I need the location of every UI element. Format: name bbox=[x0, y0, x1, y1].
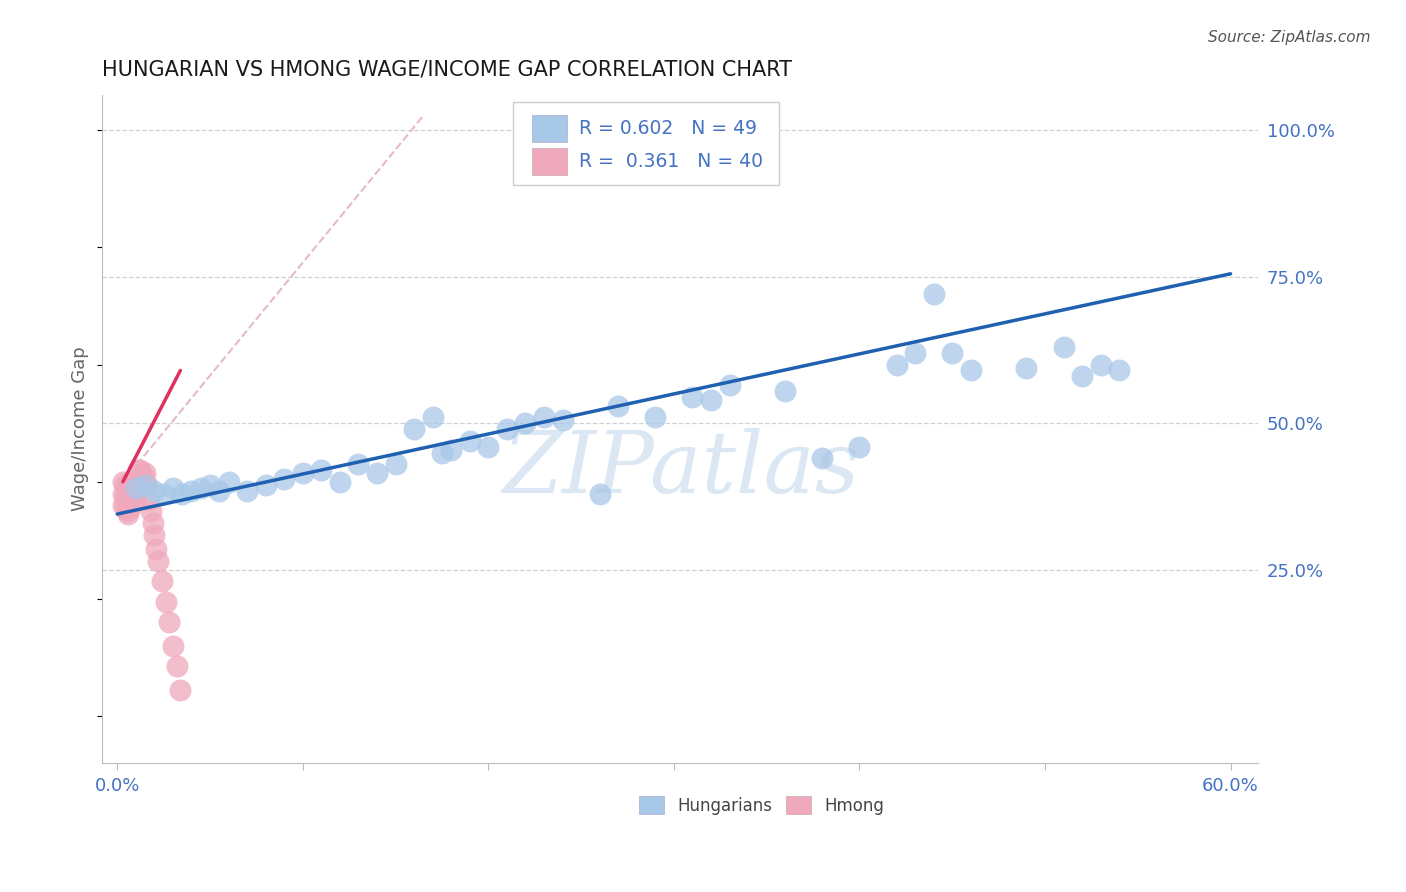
Point bbox=[131, 472, 153, 486]
Point bbox=[150, 574, 173, 589]
Point bbox=[422, 410, 444, 425]
Point bbox=[811, 451, 834, 466]
Point bbox=[134, 466, 156, 480]
Point bbox=[122, 495, 145, 509]
Point bbox=[208, 483, 231, 498]
Point bbox=[141, 516, 163, 530]
Point bbox=[152, 486, 174, 500]
FancyBboxPatch shape bbox=[533, 115, 567, 142]
Point bbox=[1071, 369, 1094, 384]
Point bbox=[138, 492, 160, 507]
Point bbox=[114, 490, 136, 504]
Point bbox=[155, 595, 177, 609]
Point bbox=[848, 440, 870, 454]
Point bbox=[139, 504, 162, 518]
Point bbox=[114, 501, 136, 516]
Point bbox=[146, 554, 169, 568]
Point bbox=[111, 475, 134, 489]
Point bbox=[311, 463, 333, 477]
Point bbox=[143, 527, 166, 541]
Point bbox=[121, 475, 143, 489]
Text: Source: ZipAtlas.com: Source: ZipAtlas.com bbox=[1208, 30, 1371, 45]
Point bbox=[172, 486, 194, 500]
Point bbox=[115, 504, 138, 518]
Point bbox=[430, 445, 453, 459]
Point bbox=[115, 492, 138, 507]
Point bbox=[533, 410, 555, 425]
Point bbox=[515, 416, 537, 430]
Point bbox=[886, 358, 908, 372]
Point bbox=[273, 472, 295, 486]
Text: HUNGARIAN VS HMONG WAGE/INCOME GAP CORRELATION CHART: HUNGARIAN VS HMONG WAGE/INCOME GAP CORRE… bbox=[103, 60, 793, 79]
Point bbox=[440, 442, 463, 457]
Point bbox=[180, 483, 202, 498]
Legend: Hungarians, Hmong: Hungarians, Hmong bbox=[633, 789, 890, 822]
Point bbox=[117, 483, 139, 498]
Text: ZIPatlas: ZIPatlas bbox=[502, 428, 859, 510]
Point bbox=[145, 542, 167, 557]
Text: R = 0.602   N = 49: R = 0.602 N = 49 bbox=[579, 119, 756, 138]
Point bbox=[127, 477, 149, 491]
Point bbox=[166, 659, 188, 673]
Point bbox=[115, 481, 138, 495]
Point bbox=[1090, 358, 1112, 372]
Point bbox=[117, 507, 139, 521]
Point bbox=[111, 486, 134, 500]
Point bbox=[347, 457, 370, 471]
Point bbox=[775, 384, 797, 398]
Point bbox=[127, 463, 149, 477]
Text: R =  0.361   N = 40: R = 0.361 N = 40 bbox=[579, 153, 762, 171]
Point bbox=[941, 346, 963, 360]
Point bbox=[121, 486, 143, 500]
Point bbox=[254, 477, 277, 491]
Y-axis label: Wage/Income Gap: Wage/Income Gap bbox=[72, 347, 89, 511]
Point bbox=[198, 477, 221, 491]
Point bbox=[117, 495, 139, 509]
Point bbox=[589, 486, 612, 500]
Point bbox=[366, 466, 388, 480]
Point bbox=[404, 422, 426, 436]
Point bbox=[132, 469, 155, 483]
Point bbox=[718, 378, 741, 392]
Point bbox=[120, 490, 142, 504]
Point bbox=[136, 477, 159, 491]
FancyBboxPatch shape bbox=[513, 102, 779, 186]
Point bbox=[458, 434, 481, 448]
Point bbox=[1052, 340, 1074, 354]
Point bbox=[128, 463, 150, 477]
Point bbox=[122, 483, 145, 498]
Point bbox=[644, 410, 666, 425]
Point bbox=[157, 615, 180, 630]
Point bbox=[1108, 363, 1130, 377]
Point bbox=[291, 466, 314, 480]
Point bbox=[236, 483, 259, 498]
Point bbox=[125, 475, 148, 489]
Point bbox=[329, 475, 352, 489]
Point bbox=[922, 287, 945, 301]
Point bbox=[114, 477, 136, 491]
Point bbox=[134, 477, 156, 491]
Point bbox=[496, 422, 519, 436]
Point bbox=[120, 501, 142, 516]
Point bbox=[162, 481, 184, 495]
Point bbox=[111, 498, 134, 512]
Point bbox=[477, 440, 499, 454]
Point bbox=[120, 477, 142, 491]
Point bbox=[700, 392, 723, 407]
Point bbox=[607, 399, 630, 413]
Point bbox=[682, 390, 704, 404]
Point bbox=[143, 483, 166, 498]
Point bbox=[959, 363, 981, 377]
Point bbox=[904, 346, 927, 360]
Point bbox=[125, 490, 148, 504]
Point bbox=[551, 413, 574, 427]
Point bbox=[169, 682, 191, 697]
Point bbox=[125, 481, 148, 495]
Point bbox=[190, 481, 212, 495]
Point bbox=[218, 475, 240, 489]
FancyBboxPatch shape bbox=[533, 148, 567, 175]
Point bbox=[384, 457, 406, 471]
Point bbox=[162, 639, 184, 653]
Point bbox=[1015, 360, 1038, 375]
